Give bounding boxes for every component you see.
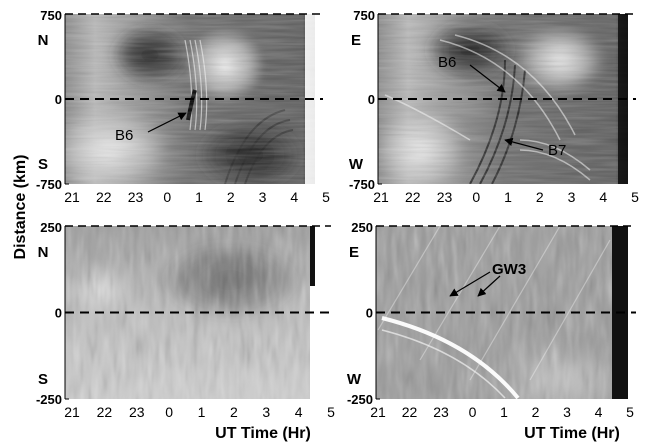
y-tick-label: -250 [36, 392, 62, 407]
annotation-arrow-gw3 [477, 275, 501, 297]
direction-label-top: N [38, 244, 49, 261]
y-tick-label: 750 [353, 8, 375, 23]
direction-label-bottom: S [38, 156, 48, 173]
x-tick-label: 23 [437, 189, 453, 205]
x-tick-label: 21 [64, 404, 80, 420]
direction-label-bottom: W [347, 371, 362, 388]
direction-label-top: E [351, 32, 361, 49]
y-tick-label: 0 [366, 306, 373, 321]
x-tick-label: 4 [295, 404, 303, 420]
x-axis-label-left: UT Time (Hr) [215, 425, 311, 442]
direction-label-top: E [349, 244, 359, 261]
y-axis-label: Distance (km) [12, 155, 29, 260]
x-tick-label: 22 [97, 404, 113, 420]
x-tick-label: 22 [96, 189, 112, 205]
x-tick-label: 3 [262, 404, 270, 420]
x-tick-label: 1 [500, 404, 508, 420]
x-tick-label: 4 [599, 189, 607, 205]
x-tick-label: 0 [469, 404, 477, 420]
x-tick-label: 1 [504, 189, 512, 205]
x-tick-label: 21 [370, 404, 386, 420]
x-tick-label: 21 [64, 189, 80, 205]
y-tick-label: 0 [55, 92, 62, 107]
annotation-label-b6: B6 [115, 127, 133, 144]
panel-top-left-image [65, 14, 315, 184]
x-tick-label: 23 [129, 404, 145, 420]
direction-label-top: N [38, 32, 49, 49]
annotation-label-b6: B6 [438, 54, 456, 71]
x-tick-label: 22 [402, 404, 418, 420]
x-tick-label: 0 [472, 189, 480, 205]
annotation-arrow-b6 [147, 112, 187, 133]
x-tick-label: 4 [290, 189, 298, 205]
x-tick-label: 0 [163, 189, 171, 205]
x-tick-label: 5 [327, 404, 335, 420]
annotation-arrow-b6 [469, 64, 506, 93]
x-tick-label: 23 [128, 189, 144, 205]
x-tick-label: 21 [373, 189, 389, 205]
x-tick-label: 22 [405, 189, 421, 205]
x-tick-label: 3 [259, 189, 267, 205]
panel-bottom-right-image [376, 226, 628, 399]
x-tick-label: 5 [631, 189, 639, 205]
x-axis-label-right: UT Time (Hr) [524, 425, 620, 442]
x-tick-label: 1 [195, 189, 203, 205]
panel-top-right-image [378, 14, 628, 184]
x-tick-label: 2 [536, 189, 544, 205]
x-tick-label: 5 [322, 189, 330, 205]
x-tick-label: 1 [198, 404, 206, 420]
y-tick-label: -750 [36, 177, 62, 192]
annotation-label-gw3: GW3 [492, 261, 526, 278]
annotation-arrow-gw3 [449, 271, 491, 297]
y-tick-label: -250 [347, 392, 373, 407]
direction-label-bottom: S [38, 371, 48, 388]
y-tick-label: 750 [40, 8, 62, 23]
y-tick-label: -750 [349, 177, 375, 192]
x-tick-label: 2 [532, 404, 540, 420]
x-tick-label: 3 [568, 189, 576, 205]
panel-bottom-left-image [65, 226, 323, 399]
annotation-label-b7: B7 [548, 142, 566, 159]
x-tick-label: 0 [165, 404, 173, 420]
y-tick-label: 0 [55, 306, 62, 321]
x-tick-label: 5 [626, 404, 634, 420]
direction-label-bottom: W [349, 156, 364, 173]
x-tick-label: 23 [433, 404, 449, 420]
y-tick-label: 250 [351, 220, 373, 235]
y-tick-label: 250 [40, 220, 62, 235]
y-tick-label: 0 [368, 92, 375, 107]
x-tick-label: 4 [595, 404, 603, 420]
x-tick-label: 3 [563, 404, 571, 420]
annotation-arrow-b7 [504, 137, 544, 151]
x-tick-label: 2 [227, 189, 235, 205]
x-tick-label: 2 [230, 404, 238, 420]
